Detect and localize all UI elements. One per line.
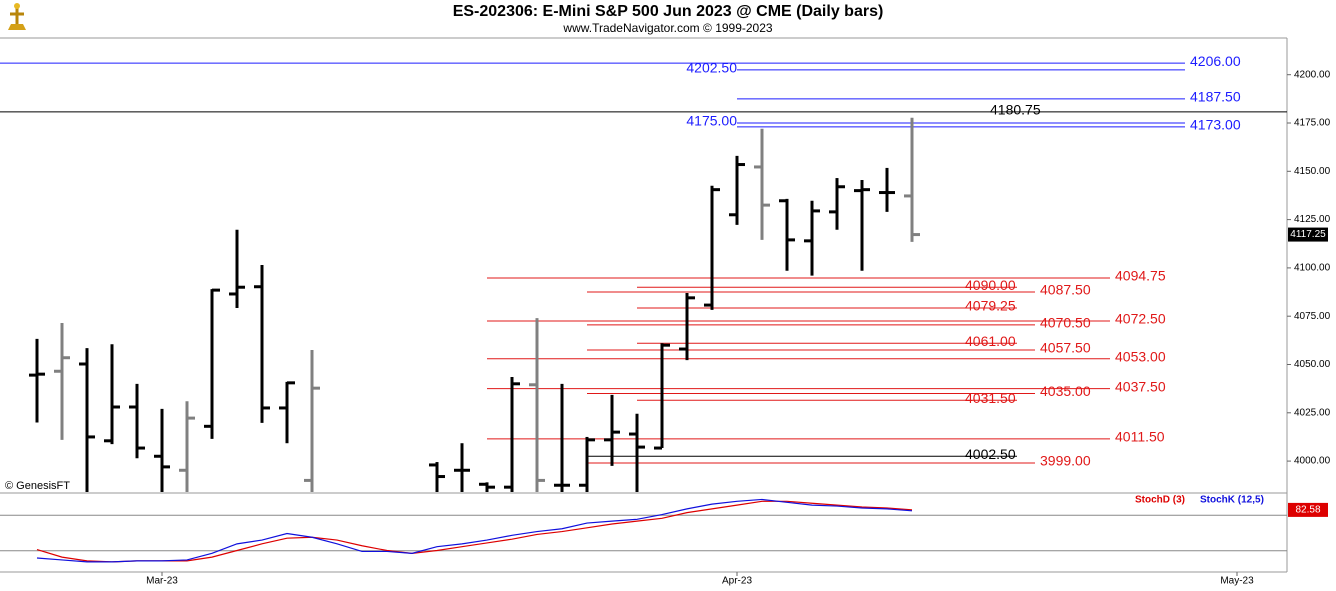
level-label: 4173.00 [1190, 117, 1241, 133]
level-label: 4011.50 [1115, 429, 1165, 445]
level-label: 4037.50 [1115, 378, 1166, 394]
level-label: 4206.00 [1190, 53, 1241, 69]
level-label: 4002.50 [965, 446, 1016, 462]
x-tick-label: May-23 [1220, 576, 1254, 587]
y-tick-label: 4025.00 [1294, 407, 1331, 418]
chart-title: ES-202306: E-Mini S&P 500 Jun 2023 @ CME… [453, 3, 884, 20]
level-label: 3999.00 [1040, 453, 1091, 469]
level-label: 4202.50 [686, 60, 737, 76]
level-label: 4035.00 [1040, 383, 1091, 399]
level-label: 4187.50 [1190, 89, 1241, 105]
y-tick-label: 4150.00 [1294, 166, 1331, 177]
level-label: 4079.25 [965, 298, 1016, 314]
level-label: 4057.50 [1040, 340, 1091, 356]
level-label: 4087.50 [1040, 282, 1091, 298]
legend-label: StochK (12,5) [1200, 495, 1264, 506]
price-panel [0, 62, 1287, 492]
level-label: 4094.75 [1115, 268, 1166, 284]
last-price-label: 4117.25 [1290, 229, 1326, 240]
level-label: 4180.75 [990, 102, 1041, 118]
y-tick-label: 4050.00 [1294, 359, 1331, 370]
stoch-line [36, 500, 913, 563]
legend-label: StochD (3) [1135, 495, 1185, 506]
last-price-box [1288, 227, 1328, 242]
level-label: 4031.50 [965, 390, 1016, 406]
level-label: 4053.00 [1115, 348, 1166, 364]
y-tick-label: 4125.00 [1294, 214, 1331, 225]
level-label: 4090.00 [965, 277, 1016, 293]
last-value-label: 82.58 [1295, 505, 1320, 516]
axes: 4000.00 4025.00 4050.00 4075.00 4100.00 4125.… [146, 53, 1330, 587]
y-tick-label: 4100.00 [1294, 263, 1331, 274]
level-label: 4061.00 [965, 333, 1016, 349]
stoch-line [36, 498, 913, 563]
y-tick-label: 4200.00 [1294, 69, 1331, 80]
y-tick-label: 4075.00 [1294, 311, 1331, 322]
level-label: 4070.50 [1040, 315, 1091, 331]
chart-subtitle: www.TradeNavigator.com © 1999-2023 [562, 21, 772, 35]
last-value-box [1288, 502, 1328, 517]
logo [8, 3, 26, 30]
y-tick-label: 4175.00 [1294, 118, 1331, 129]
level-label: 4072.50 [1115, 311, 1166, 327]
y-tick-label: 4000.00 [1294, 456, 1331, 467]
level-label: 4175.00 [686, 113, 737, 129]
copyright: © GenesisFT [5, 480, 70, 492]
x-tick-label: Mar-23 [146, 576, 178, 587]
stoch-panel [0, 498, 1287, 563]
x-tick-label: Apr-23 [722, 576, 752, 587]
